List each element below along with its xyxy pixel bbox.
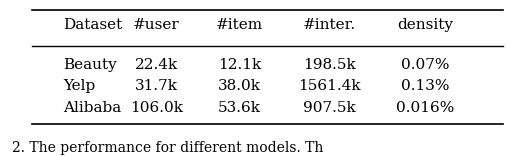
Text: 198.5k: 198.5k <box>304 58 356 72</box>
Text: 106.0k: 106.0k <box>130 101 183 115</box>
Text: 12.1k: 12.1k <box>218 58 261 72</box>
Text: 53.6k: 53.6k <box>218 101 261 115</box>
Text: #user: #user <box>133 18 180 32</box>
Text: 38.0k: 38.0k <box>218 79 261 93</box>
Text: 2. The performance for different models. Th: 2. The performance for different models.… <box>12 141 323 155</box>
Text: 0.13%: 0.13% <box>401 79 450 93</box>
Text: 0.07%: 0.07% <box>401 58 450 72</box>
Text: 31.7k: 31.7k <box>135 79 178 93</box>
Text: Alibaba: Alibaba <box>63 101 122 115</box>
Text: density: density <box>397 18 453 32</box>
Text: Dataset: Dataset <box>63 18 123 32</box>
Text: 1561.4k: 1561.4k <box>298 79 361 93</box>
Text: 22.4k: 22.4k <box>135 58 178 72</box>
Text: #inter.: #inter. <box>303 18 356 32</box>
Text: Beauty: Beauty <box>63 58 117 72</box>
Text: #item: #item <box>216 18 263 32</box>
Text: 0.016%: 0.016% <box>396 101 454 115</box>
Text: 907.5k: 907.5k <box>304 101 356 115</box>
Text: Yelp: Yelp <box>63 79 96 93</box>
